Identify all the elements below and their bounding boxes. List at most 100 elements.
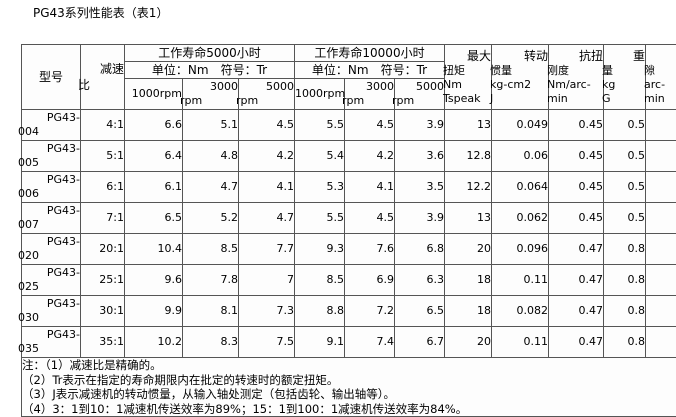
cell-model-suffix: 006 xyxy=(18,187,80,201)
cell-10000-1000rpm: 5.5 xyxy=(295,203,345,234)
header-weight-l4: G xyxy=(602,92,645,106)
header-5000-5000rpm-a: 5000 xyxy=(239,80,294,94)
cell-model-suffix: 005 xyxy=(18,156,80,170)
cell-5000-3000rpm: 7.8 xyxy=(183,265,239,296)
header-inertia-l3: kg-cm2 xyxy=(490,78,548,92)
header-weight-l1: 重 xyxy=(604,49,645,64)
cell-5000-5000rpm: 7.5 xyxy=(239,327,295,358)
cell-model: PG43-035 xyxy=(22,327,81,358)
cell-10000-1000rpm: 8.5 xyxy=(295,265,345,296)
cell-model-suffix: 025 xyxy=(18,280,80,294)
cell-inertia: 0.096 xyxy=(492,234,549,265)
header-max-torque: 最大 扭矩 Nm Tspeak xyxy=(445,45,492,110)
cell-model-suffix: 007 xyxy=(18,218,80,232)
note-1: 注：（1）减速比是精确的。 xyxy=(22,358,676,373)
table-footer: 注：（1）减速比是精确的。 （2）Tr表示在指定的寿命期限内在批定的转速时的额定… xyxy=(22,358,676,417)
cell-max-torque: 18 xyxy=(445,265,492,296)
cell-model-prefix: PG43- xyxy=(22,142,80,156)
cell-stiffness: 0.47 xyxy=(549,296,604,327)
header-5000-1000rpm-text: 1000rpm xyxy=(125,87,182,101)
notes-row: 注：（1）减速比是精确的。 （2）Tr表示在指定的寿命期限内在批定的转速时的额定… xyxy=(22,358,676,417)
header-torsional-stiffness: 抗扭 刚度 Nm/arc- min xyxy=(549,45,604,110)
header-inertia-l1: 转动 xyxy=(492,49,548,64)
cell-inertia: 0.11 xyxy=(492,265,549,296)
cell-inertia: 0.082 xyxy=(492,296,549,327)
header-5000-3000rpm-a: 3000 xyxy=(183,80,238,94)
performance-table: 型号 减速 比 工作寿命5000小时 工作寿命10000小时 最大 扭矩 Nm … xyxy=(21,44,676,417)
header-max-torque-l2: 扭矩 xyxy=(443,64,491,78)
cell-inertia: 0.06 xyxy=(492,141,549,172)
header-10000-3000rpm-a: 3000 xyxy=(345,80,394,94)
cell-model-prefix: PG43- xyxy=(22,111,80,125)
header-weight: 重 量 kg G xyxy=(604,45,646,110)
cell-10000-5000rpm: 6.3 xyxy=(395,265,445,296)
header-stiffness-l1: 抗扭 xyxy=(549,49,603,64)
cell-5000-1000rpm: 10.4 xyxy=(125,234,183,265)
cell-weight: 0.5 xyxy=(604,110,646,141)
header-life-5000: 工作寿命5000小时 xyxy=(125,45,295,62)
header-inertia-l2: 惯量 xyxy=(490,64,548,78)
cell-stiffness: 0.45 xyxy=(549,141,604,172)
cell-10000-3000rpm: 7.4 xyxy=(345,327,395,358)
cell-model-prefix: PG43- xyxy=(22,204,80,218)
cell-5000-3000rpm: 8.3 xyxy=(183,327,239,358)
cell-5000-3000rpm: 4.8 xyxy=(183,141,239,172)
cell-model: PG43-005 xyxy=(22,141,81,172)
cell-ratio: 30:1 xyxy=(81,296,125,327)
cell-backlash: 16 xyxy=(646,203,676,234)
cell-weight: 0.8 xyxy=(604,327,646,358)
cell-model: PG43-020 xyxy=(22,234,81,265)
cell-10000-3000rpm: 4.5 xyxy=(345,203,395,234)
cell-5000-5000rpm: 7 xyxy=(239,265,295,296)
header-ratio-line2: 比 xyxy=(78,77,124,93)
cell-ratio: 6:1 xyxy=(81,172,125,203)
header-5000-3000rpm: 3000 rpm xyxy=(183,79,239,110)
cell-10000-5000rpm: 3.9 xyxy=(395,110,445,141)
cell-5000-5000rpm: 4.7 xyxy=(239,203,295,234)
cell-10000-3000rpm: 6.9 xyxy=(345,265,395,296)
cell-5000-1000rpm: 6.4 xyxy=(125,141,183,172)
cell-10000-1000rpm: 5.4 xyxy=(295,141,345,172)
cell-5000-5000rpm: 4.2 xyxy=(239,141,295,172)
cell-backlash: 20 xyxy=(646,327,676,358)
header-max-torque-l3: Nm xyxy=(443,78,491,92)
cell-5000-1000rpm: 9.9 xyxy=(125,296,183,327)
header-ratio-line1: 减速 xyxy=(81,61,124,77)
cell-5000-5000rpm: 7.3 xyxy=(239,296,295,327)
header-row-1: 型号 减速 比 工作寿命5000小时 工作寿命10000小时 最大 扭矩 Nm … xyxy=(22,45,676,62)
cell-5000-3000rpm: 5.2 xyxy=(183,203,239,234)
cell-ratio: 20:1 xyxy=(81,234,125,265)
cell-inertia: 0.064 xyxy=(492,172,549,203)
cell-10000-3000rpm: 7.6 xyxy=(345,234,395,265)
cell-5000-5000rpm: 4.1 xyxy=(239,172,295,203)
cell-model: PG43-007 xyxy=(22,203,81,234)
header-backlash: 背 隙 arc- min xyxy=(646,45,676,110)
cell-weight: 0.8 xyxy=(604,234,646,265)
cell-ratio: 25:1 xyxy=(81,265,125,296)
header-10000-5000rpm-b: rpm xyxy=(392,94,444,108)
header-unit-symbol-10000: 单位：Nm 符号：Tr xyxy=(295,62,445,79)
cell-5000-1000rpm: 6.6 xyxy=(125,110,183,141)
header-10000-3000rpm: 3000 rpm xyxy=(345,79,395,110)
cell-max-torque: 13 xyxy=(445,110,492,141)
header-5000-3000rpm-b: rpm xyxy=(180,94,238,108)
cell-model-prefix: PG43- xyxy=(22,173,80,187)
cell-model: PG43-025 xyxy=(22,265,81,296)
cell-stiffness: 0.47 xyxy=(549,265,604,296)
cell-max-torque: 12.8 xyxy=(445,141,492,172)
cell-model-prefix: PG43- xyxy=(22,297,80,311)
cell-5000-1000rpm: 10.2 xyxy=(125,327,183,358)
cell-10000-1000rpm: 5.5 xyxy=(295,110,345,141)
header-backlash-l3: arc- xyxy=(644,78,676,92)
header-10000-1000rpm-text: 1000rpm xyxy=(295,87,344,101)
header-model: 型号 xyxy=(22,45,81,110)
cell-10000-1000rpm: 9.3 xyxy=(295,234,345,265)
cell-ratio: 7:1 xyxy=(81,203,125,234)
cell-ratio: 5:1 xyxy=(81,141,125,172)
note-2: （2）Tr表示在指定的寿命期限内在批定的转速时的额定扭矩。 xyxy=(22,373,676,388)
